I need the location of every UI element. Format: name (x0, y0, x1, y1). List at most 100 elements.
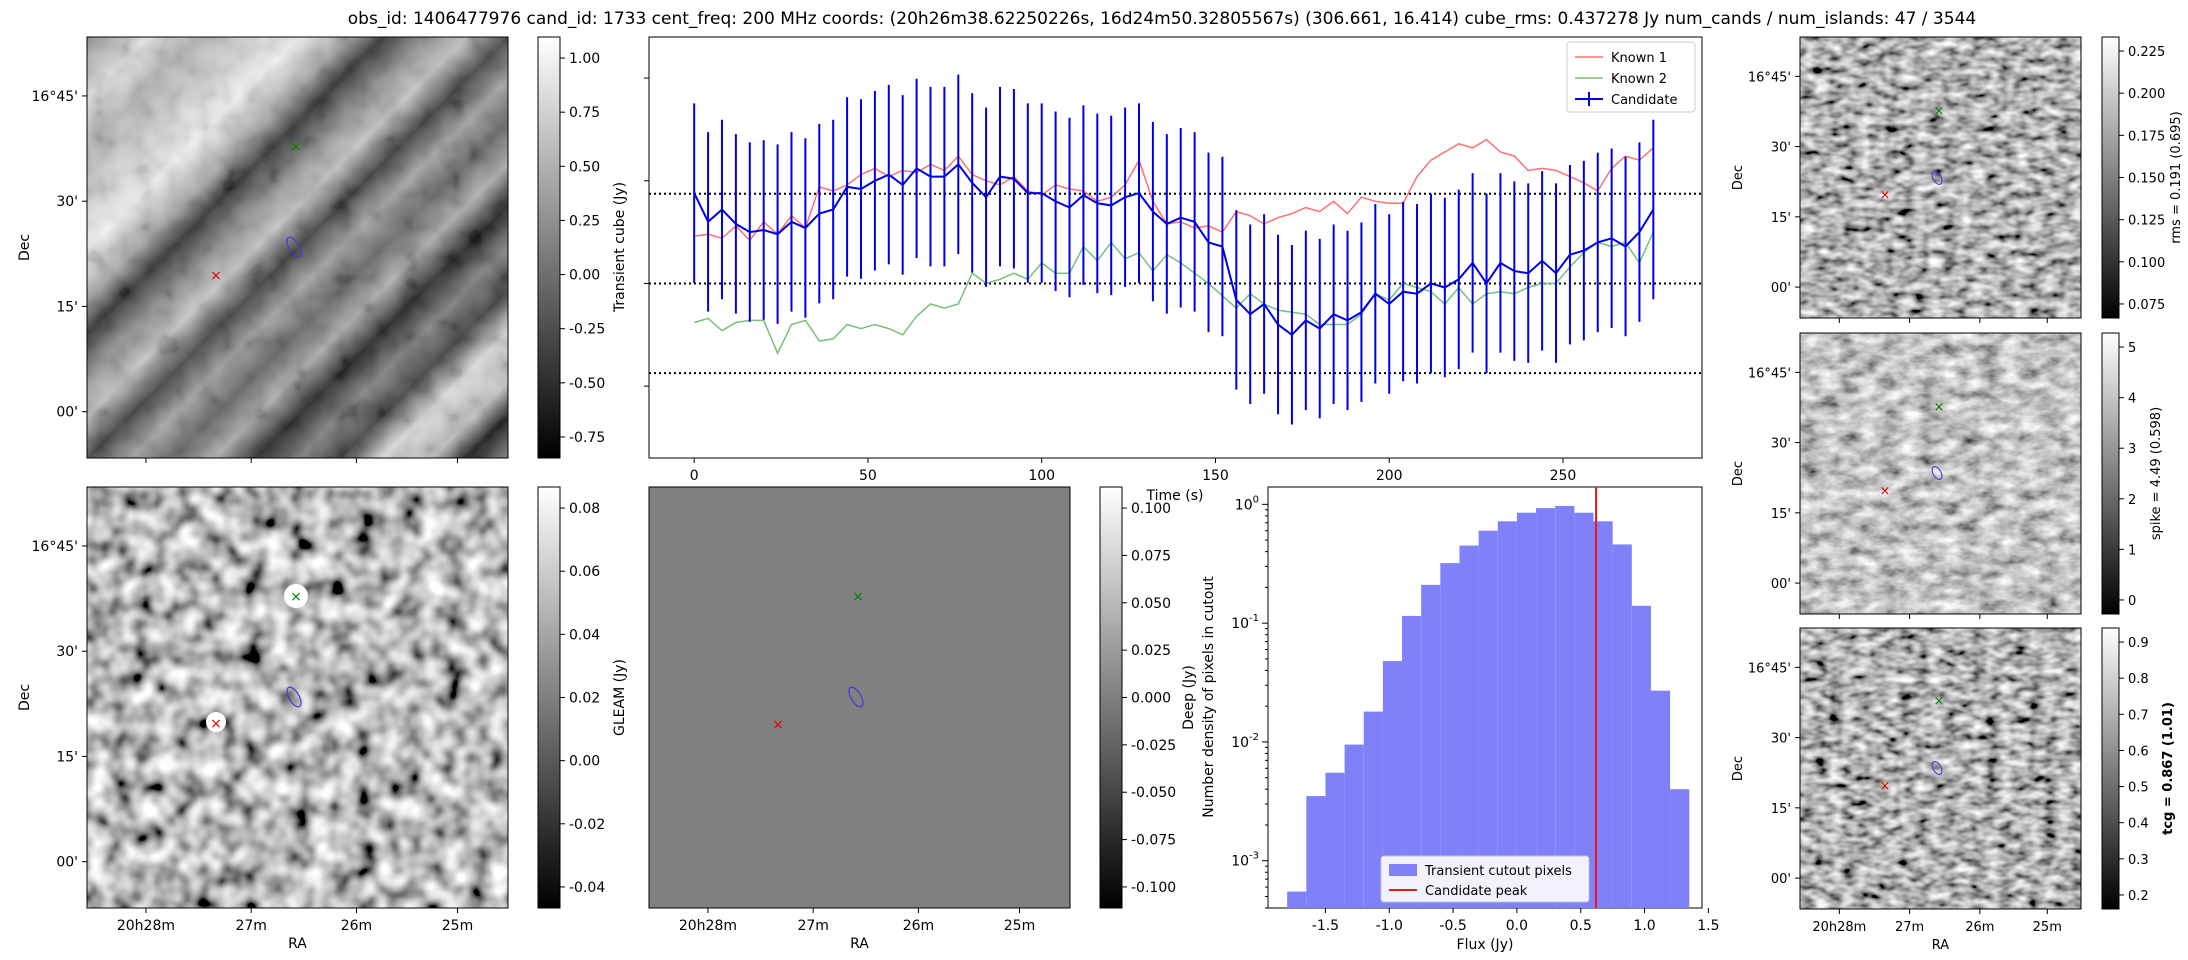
panel-transient-cutout: × × (86, 36, 509, 459)
hist-x-tick-label: 0.0 (1506, 918, 1528, 934)
red-cross-marker: × (1880, 779, 1891, 794)
candidate-contour (1931, 466, 1943, 480)
candidate-contour (286, 236, 302, 258)
colorbar-tick-label: -0.04 (569, 880, 605, 896)
colorbar-tick-label: -0.100 (1131, 880, 1176, 896)
hist-x-tick-label: 1.0 (1633, 918, 1655, 934)
colorbar-tick-label: 0.125 (2128, 214, 2165, 229)
colorbar (537, 36, 561, 459)
dec-tick-label: 16°45' (1748, 366, 1791, 381)
red-cross-marker: × (210, 716, 222, 732)
series-line-known-1 (694, 138, 1654, 242)
colorbar-tick-label: 0.225 (2128, 45, 2165, 60)
colorbar (2101, 627, 2120, 910)
dec-tick-label: 30' (1771, 141, 1791, 156)
dec-tick-label: 00' (1771, 577, 1791, 592)
lc-xlabel: Time (s) (1146, 488, 1204, 504)
colorbar-tick-label: 4 (2128, 392, 2136, 407)
colorbar-tick-label: 0.02 (569, 691, 600, 707)
colorbar-tick-label: 0.6 (2128, 744, 2149, 759)
colorbar-tick-label: 0.100 (2128, 256, 2165, 271)
dec-tick-label: 00' (56, 855, 78, 871)
colorbar-tick-label: 2 (2128, 493, 2136, 508)
colorbar-tick-label: 0.00 (569, 268, 600, 284)
hist-bar (1478, 530, 1498, 908)
ra-axis-label: RA (1932, 938, 1950, 953)
colorbar-tick-label: 0.9 (2128, 636, 2149, 651)
hist-bar (1421, 584, 1441, 908)
panel-gleam-cutout: × × (648, 486, 1071, 909)
green-cross-marker: × (852, 589, 864, 605)
colorbar-tick-label: 0.050 (1131, 596, 1171, 612)
ra-tick-label: 25m (2033, 920, 2062, 935)
dec-tick-label: 00' (56, 405, 78, 421)
colorbar-tick-label: 3 (2128, 442, 2136, 457)
colorbar (1099, 486, 1123, 909)
candidate-contour (1931, 171, 1943, 185)
candidate-errorbars (693, 74, 1655, 425)
hist-x-tick-label: -1.5 (1312, 918, 1339, 934)
dec-tick-label: 00' (1771, 872, 1791, 887)
dec-axis-label: Dec (17, 234, 33, 261)
lc-ylabel: Transient cube (Jy) (612, 182, 628, 313)
ra-axis-label: RA (850, 936, 869, 952)
hist-x-tick-label: -0.5 (1439, 918, 1466, 934)
colorbar-tick-label: 0.150 (2128, 172, 2165, 187)
panel-spike-cutout: × × (1799, 332, 2082, 615)
lc-x-tick-label: 0 (690, 468, 699, 484)
colorbar-tick-label: 0.5 (2128, 781, 2149, 796)
hist-bar (1516, 512, 1537, 908)
colorbar-tick-label: -0.25 (569, 322, 605, 338)
dec-tick-label: 16°45' (32, 89, 78, 105)
lc-x-tick-label: 250 (1550, 468, 1577, 484)
dec-tick-label: 15' (1771, 211, 1791, 226)
red-cross-marker: × (1880, 484, 1891, 499)
hist-x-tick-label: 0.5 (1570, 918, 1592, 934)
hist-y-tick-label: 10-1 (1231, 613, 1259, 632)
ra-tick-label: 26m (341, 918, 372, 934)
hist-bar (1497, 521, 1517, 908)
colorbar-tick-label: 0.200 (2128, 87, 2165, 102)
dec-tick-label: 00' (1771, 281, 1791, 296)
hist-ylabel: Number density of pixels in cutout (1201, 576, 1217, 818)
colorbar-tick-label: -0.075 (1131, 833, 1176, 849)
colorbar-tick-label: 0.000 (1131, 691, 1171, 707)
dec-axis-label: Dec (17, 684, 33, 711)
legend-label: Known 1 (1611, 51, 1667, 66)
colorbar-tick-label: 0.00 (569, 754, 600, 770)
ra-axis-label: RA (288, 936, 307, 952)
colorbar-tick-label: -0.025 (1131, 738, 1176, 754)
colorbar-tick-label: 0.3 (2128, 853, 2149, 868)
colorbar-tick-label: 0.50 (569, 159, 600, 175)
lc-x-tick-label: 50 (859, 468, 877, 484)
dec-tick-label: 16°45' (1748, 661, 1791, 676)
dec-tick-label: 30' (56, 644, 78, 660)
panel-light-curve: 0 50 100 150 200 250 Time (s) Transient cube … (612, 36, 1703, 504)
ra-tick-label: 20h28m (679, 918, 737, 934)
ra-tick-label: 26m (903, 918, 934, 934)
colorbar-tick-label: 0.8 (2128, 672, 2149, 687)
colorbar-label: GLEAM (Jy) (612, 659, 628, 736)
panel-deep-cutout: × × (86, 486, 509, 909)
hist-x-tick-label: 1.5 (1697, 918, 1719, 934)
bright-source-red (206, 712, 226, 732)
dec-tick-label: 15' (56, 299, 78, 315)
colorbar-tick-label: 0.25 (569, 213, 600, 229)
colorbar-tick-label: 0.7 (2128, 708, 2149, 723)
hist-bar (1612, 544, 1632, 908)
dec-axis-label: Dec (1731, 165, 1746, 190)
colorbar-tick-label: 1 (2128, 543, 2136, 558)
green-cross-marker: × (1934, 104, 1945, 119)
hist-y-tick-label: 10-2 (1231, 732, 1259, 751)
lc-x-tick-label: 150 (1202, 468, 1229, 484)
dec-tick-label: 30' (1771, 437, 1791, 452)
hist-bar (1287, 891, 1307, 908)
hist-bar (1555, 505, 1575, 908)
hist-bar (1593, 521, 1613, 908)
colorbar (537, 486, 561, 909)
series-line-known-2 (693, 231, 1654, 356)
hist-x-tick-label: -1.0 (1376, 918, 1403, 934)
dec-tick-label: 15' (56, 749, 78, 765)
candidate-contour (1931, 761, 1943, 775)
